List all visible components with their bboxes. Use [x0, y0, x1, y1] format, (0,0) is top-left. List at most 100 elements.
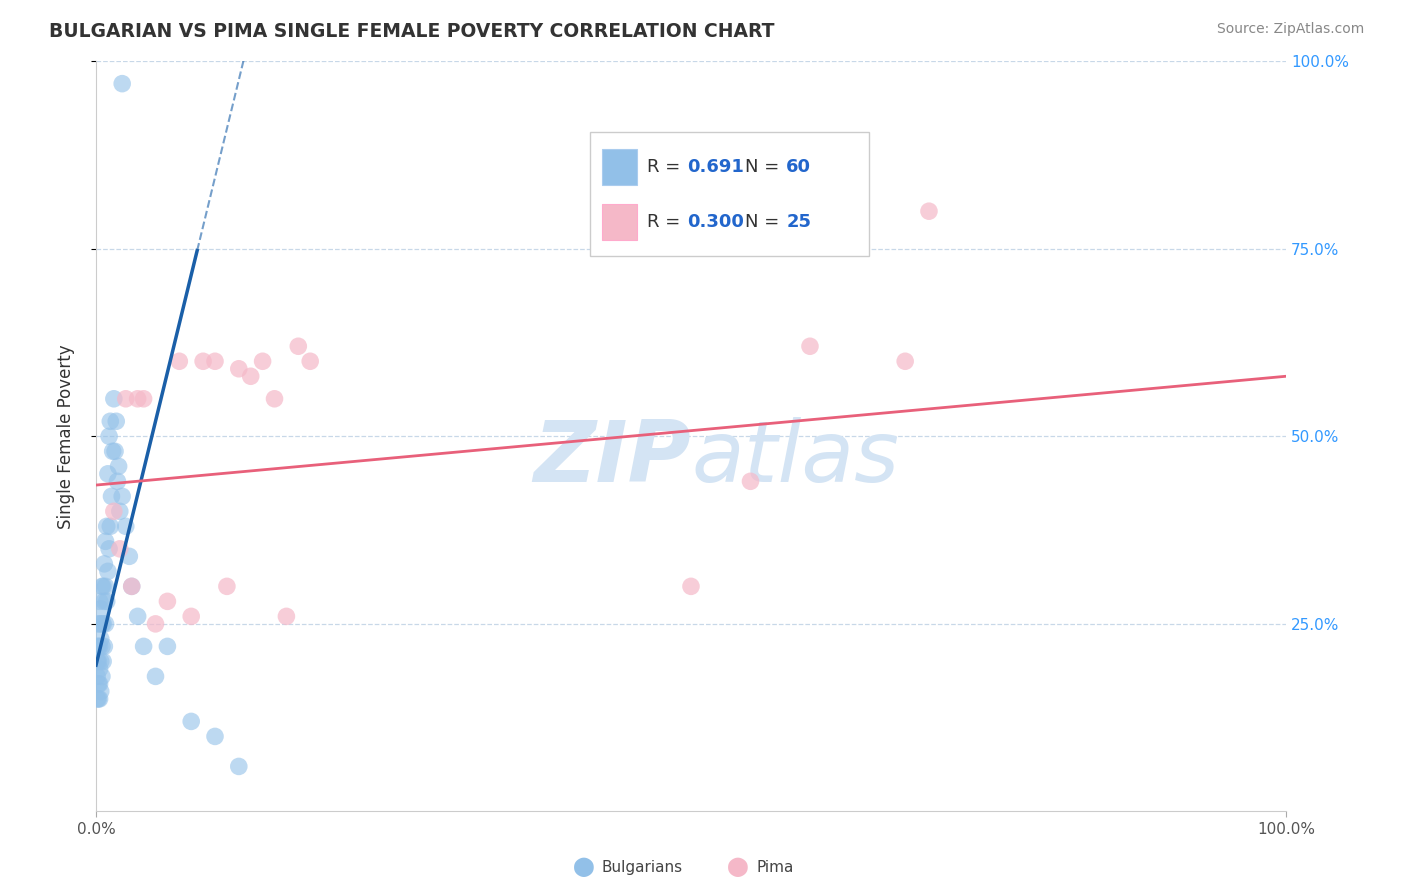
Point	[101, 444, 124, 458]
Point	[215, 579, 238, 593]
Point	[89, 677, 111, 691]
Point	[127, 609, 149, 624]
Text: 0.300: 0.300	[688, 212, 744, 231]
Point	[91, 654, 114, 668]
Point	[97, 467, 120, 481]
Point	[96, 594, 118, 608]
Point	[118, 549, 141, 564]
Point	[93, 594, 115, 608]
Point	[103, 392, 125, 406]
Text: N =: N =	[745, 158, 785, 176]
Point	[87, 616, 110, 631]
Point	[87, 654, 110, 668]
Point	[94, 579, 117, 593]
Point	[91, 669, 114, 683]
Point	[740, 475, 762, 489]
Point	[86, 654, 108, 668]
Point	[679, 579, 702, 593]
Point	[121, 579, 143, 593]
Point	[263, 392, 285, 406]
Point	[87, 640, 110, 654]
Point	[127, 392, 149, 406]
Point	[121, 579, 143, 593]
Point	[145, 669, 167, 683]
Point	[86, 692, 108, 706]
Point	[228, 361, 250, 376]
Point	[87, 677, 110, 691]
Point	[204, 354, 226, 368]
Point	[87, 692, 110, 706]
Point	[104, 444, 127, 458]
Point	[169, 354, 191, 368]
Point	[91, 616, 114, 631]
Text: ⬤: ⬤	[572, 857, 595, 877]
Point	[93, 557, 115, 571]
FancyBboxPatch shape	[591, 132, 869, 256]
Point	[103, 504, 125, 518]
Point	[90, 602, 112, 616]
Y-axis label: Single Female Poverty: Single Female Poverty	[58, 344, 75, 529]
Point	[180, 714, 202, 729]
Point	[156, 640, 179, 654]
Point	[105, 414, 128, 428]
Point	[89, 640, 111, 654]
Point	[287, 339, 309, 353]
Point	[94, 616, 117, 631]
Point	[228, 759, 250, 773]
Point	[98, 414, 121, 428]
Text: 60: 60	[786, 158, 811, 176]
Text: Bulgarians: Bulgarians	[602, 860, 683, 874]
Point	[89, 692, 111, 706]
Point	[89, 594, 111, 608]
Point	[86, 640, 108, 654]
Point	[252, 354, 274, 368]
Point	[96, 519, 118, 533]
Point	[132, 640, 155, 654]
Point	[108, 504, 131, 518]
Point	[91, 579, 114, 593]
Point	[97, 565, 120, 579]
Point	[90, 684, 112, 698]
Text: N =: N =	[745, 212, 785, 231]
Point	[114, 392, 136, 406]
Point	[86, 669, 108, 683]
Point	[89, 616, 111, 631]
Point	[98, 429, 121, 443]
Point	[90, 632, 112, 646]
Point	[93, 640, 115, 654]
Text: R =: R =	[647, 212, 686, 231]
Point	[91, 579, 114, 593]
Point	[89, 662, 111, 676]
Point	[108, 541, 131, 556]
Point	[91, 616, 114, 631]
Text: Source: ZipAtlas.com: Source: ZipAtlas.com	[1216, 22, 1364, 37]
Point	[111, 489, 134, 503]
Point	[107, 475, 129, 489]
FancyBboxPatch shape	[602, 203, 637, 240]
Point	[145, 616, 167, 631]
Point	[204, 730, 226, 744]
Text: ⬤: ⬤	[727, 857, 749, 877]
Point	[94, 534, 117, 549]
Point	[90, 654, 112, 668]
Point	[239, 369, 262, 384]
Point	[191, 354, 214, 368]
Text: R =: R =	[647, 158, 686, 176]
Text: atlas: atlas	[690, 417, 898, 500]
Point	[276, 609, 298, 624]
Point	[100, 489, 122, 503]
Text: ZIP: ZIP	[533, 417, 690, 500]
Point	[156, 594, 179, 608]
Text: 25: 25	[786, 212, 811, 231]
Point	[799, 339, 821, 353]
Point	[918, 204, 941, 219]
Point	[91, 640, 114, 654]
Point	[107, 459, 129, 474]
Point	[111, 77, 134, 91]
Point	[894, 354, 917, 368]
Point	[180, 609, 202, 624]
Point	[114, 519, 136, 533]
Text: Pima: Pima	[756, 860, 794, 874]
Point	[98, 541, 121, 556]
Text: 0.691: 0.691	[688, 158, 744, 176]
